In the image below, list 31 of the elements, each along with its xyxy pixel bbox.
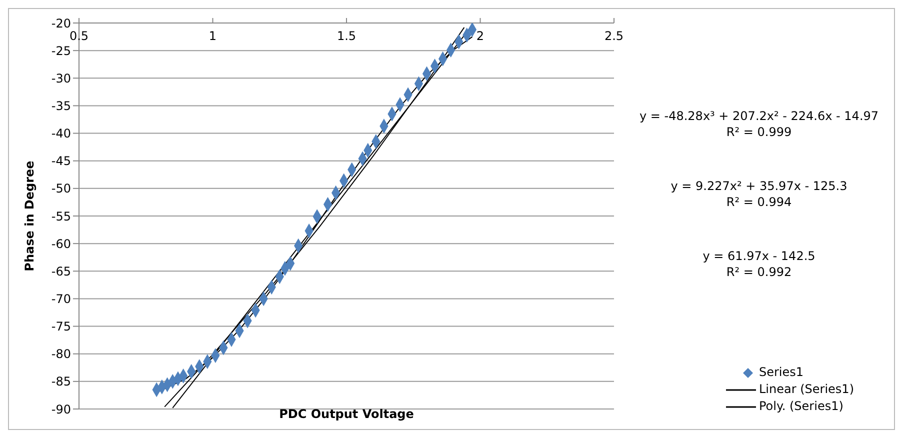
y-tick-label: -85 [51,374,71,389]
y-tick-label: -35 [51,98,71,113]
y-tick-label: -60 [51,236,71,251]
y-tick-label: -30 [51,71,71,86]
y-tick-label: -50 [51,182,71,196]
y-tick-label: -40 [51,126,71,141]
y-tick-label: -55 [51,209,71,224]
y-tick-label: -80 [51,347,71,362]
legend-label: Poly. (Series1) [758,398,844,415]
text: y = 9.227x² + 35.97x - 125.3 [670,179,848,193]
legend-label: Linear (Series1) [758,381,854,398]
y-axis-title: Phase in Degree [22,160,36,272]
y-tick-label: -25 [51,44,71,58]
text: R² = 0.999 [725,125,793,139]
text: y = -48.28x³ + 207.2x² - 224.6x - 14.97 [638,109,880,123]
x-axis-title: PDC Output Voltage [279,407,414,421]
text: R² = 0.992 [725,265,793,279]
y-tick-label: -20 [51,16,71,30]
y-tick-label: -75 [51,320,71,334]
text: y = 61.97x - 142.5 [702,249,816,263]
legend-label: Series1 [758,364,804,381]
x-tick-label: 2 [476,29,484,43]
y-tick-label: -90 [51,402,71,416]
y-tick-label: -45 [51,154,71,168]
y-tick-label: -70 [51,292,71,306]
text: R² = 0.994 [725,195,793,209]
x-tick-label: 1 [208,29,217,43]
x-tick-label: 2.5 [604,29,624,43]
x-tick-label: 0.5 [69,29,89,43]
y-tick-label: -65 [51,264,71,278]
x-tick-label: 1.5 [336,29,356,43]
